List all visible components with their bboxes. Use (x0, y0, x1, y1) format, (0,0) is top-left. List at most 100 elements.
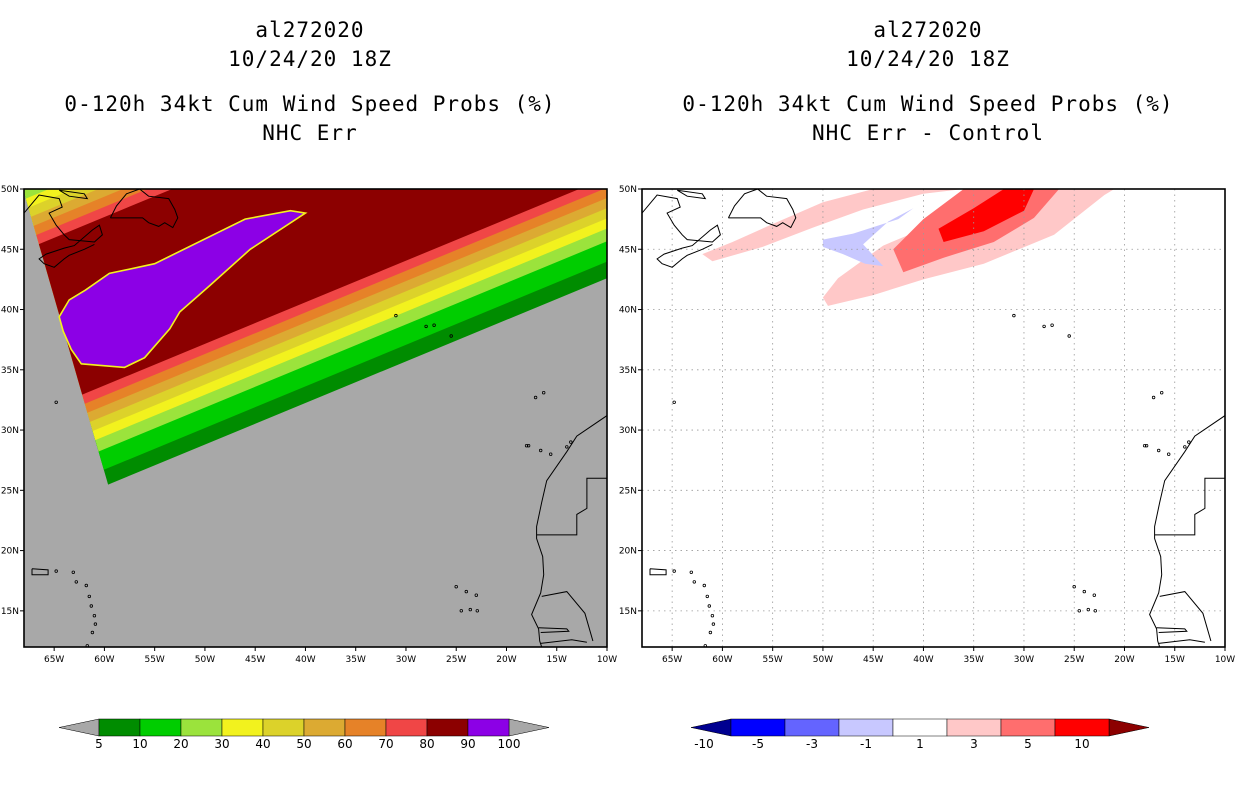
left-colorbar-label-4: 40 (255, 737, 270, 751)
left-colorbar-label-8: 80 (419, 737, 434, 751)
right-island-17 (1093, 609, 1097, 613)
left-ytick-label-35N: 35N (1, 366, 19, 376)
left-island-4 (432, 323, 436, 327)
left-xtick-label-30W: 30W (396, 655, 416, 665)
right-island-3 (1042, 324, 1046, 329)
left-colorbar-swatch-4 (262, 718, 305, 737)
left-colorbar-label-0: 5 (95, 737, 103, 751)
right-colorbar-over-arrow (1108, 718, 1150, 737)
left-ytick-label-45N: 45N (1, 245, 19, 255)
left-colorbar: 5 10 20 30 40 50 60 70 80 90 100 (58, 718, 550, 751)
right-product-subtitle: NHC Err - Control (812, 121, 1044, 145)
left-xtick-label-65W: 65W (44, 655, 64, 665)
right-colorbar-label-0: -10 (694, 737, 714, 751)
right-colorbar-swatch-0 (730, 718, 786, 737)
right-colorbar-label-7: 10 (1074, 737, 1089, 751)
left-island-12 (459, 609, 463, 613)
left-colorbar-label-3: 30 (214, 737, 229, 751)
right-island-20 (702, 583, 706, 588)
right-island-11 (1142, 444, 1147, 448)
right-colorbar-label-2: -3 (806, 737, 818, 751)
right-coastline-3 (1149, 415, 1225, 647)
right-xtick-label-10W: 10W (1215, 655, 1235, 665)
left-colorbar-swatch-1 (139, 718, 182, 737)
right-island-21 (707, 604, 711, 608)
right-island-10 (1187, 440, 1191, 444)
right-colorbar-label-6: 5 (1024, 737, 1032, 751)
right-island-8 (1183, 445, 1187, 449)
right-coastline-2 (676, 189, 707, 200)
left-island-27 (71, 570, 75, 574)
left-island-8 (565, 445, 569, 449)
left-island-19 (87, 594, 91, 599)
left-colorbar-under-arrow (58, 718, 100, 737)
left-xtick-label-45W: 45W (245, 655, 265, 665)
right-colorbar: -10 -5 -3 -1 1 3 5 10 (690, 718, 1150, 751)
left-ytick-label-25N: 25N (1, 486, 19, 496)
left-xtick-label-40W: 40W (295, 655, 315, 665)
right-island-28 (672, 569, 676, 573)
left-island-puerto-rico (31, 568, 49, 576)
left-island-28 (54, 569, 58, 573)
right-island-1 (1159, 391, 1164, 395)
right-colorbar-swatch-1 (784, 718, 840, 737)
right-xtick-label-40W: 40W (913, 655, 933, 665)
right-island-4 (1050, 323, 1054, 327)
left-ytick-label-20N: 20N (1, 547, 19, 557)
left-colorbar-swatch-7 (385, 718, 428, 737)
left-coastlines (24, 189, 607, 647)
right-xtick-label-25W: 25W (1064, 655, 1084, 665)
right-colorbar-label-1: -5 (752, 737, 764, 751)
left-coastline-4 (536, 477, 607, 536)
right-gridlines (642, 189, 1225, 647)
left-coastline-0 (24, 194, 103, 268)
left-xtick-label-20W: 20W (496, 655, 516, 665)
left-island-7 (549, 452, 553, 456)
right-colorbar-swatch-2 (838, 718, 894, 737)
right-xtick-label-45W: 45W (863, 655, 883, 665)
left-island-26 (74, 580, 78, 584)
right-island-15 (1082, 589, 1086, 594)
left-island-15 (464, 589, 468, 594)
left-datetime: 10/24/20 18Z (228, 47, 392, 71)
right-colorbar-label-5: 3 (970, 737, 978, 751)
left-island-16 (474, 593, 478, 597)
right-island-18 (672, 400, 676, 404)
left-product-subtitle: NHC Err (262, 121, 358, 145)
left-island-21 (89, 604, 93, 608)
right-island-26 (692, 580, 696, 584)
right-ytick-label-15N: 15N (619, 607, 637, 617)
left-island-20 (84, 583, 88, 588)
right-island-5 (1012, 313, 1016, 318)
left-island-2 (449, 334, 453, 338)
left-ytick-label-15N: 15N (1, 607, 19, 617)
left-storm-id: al272020 (255, 18, 365, 42)
left-xtick-label-50W: 50W (195, 655, 215, 665)
left-xtick-label-60W: 60W (94, 655, 114, 665)
right-island-13 (1086, 607, 1090, 612)
right-colorbar-swatch-5 (1000, 718, 1056, 737)
left-island-6 (539, 448, 543, 453)
left-island-1 (542, 391, 546, 395)
right-island-9 (1144, 444, 1149, 448)
right-colorbar-swatch-4 (946, 718, 1002, 737)
right-diff-band-m3tom1 (822, 208, 914, 267)
left-island-24 (90, 630, 95, 635)
left-panel-title: al272020 10/24/20 18Z 0-120h 34kt Cum Wi… (30, 16, 590, 148)
right-xtick-label-60W: 60W (712, 655, 732, 665)
left-island-22 (92, 614, 97, 618)
right-difference-field (702, 189, 1115, 306)
left-xtick-label-55W: 55W (144, 655, 164, 665)
right-plot-frame (641, 188, 1226, 648)
left-coastline-3 (531, 415, 607, 647)
left-colorbar-swatch-9 (467, 718, 510, 737)
left-island-0 (533, 395, 538, 400)
left-colorbar-label-6: 60 (337, 737, 352, 751)
right-island-16 (1092, 593, 1096, 597)
left-coastline-2 (58, 189, 89, 200)
right-ytick-label-35N: 35N (619, 366, 637, 376)
right-coastline-4 (1154, 477, 1225, 536)
left-ytick-label-40N: 40N (1, 306, 19, 316)
left-colorbar-label-10: 100 (498, 737, 521, 751)
right-ytick-label-25N: 25N (619, 486, 637, 496)
